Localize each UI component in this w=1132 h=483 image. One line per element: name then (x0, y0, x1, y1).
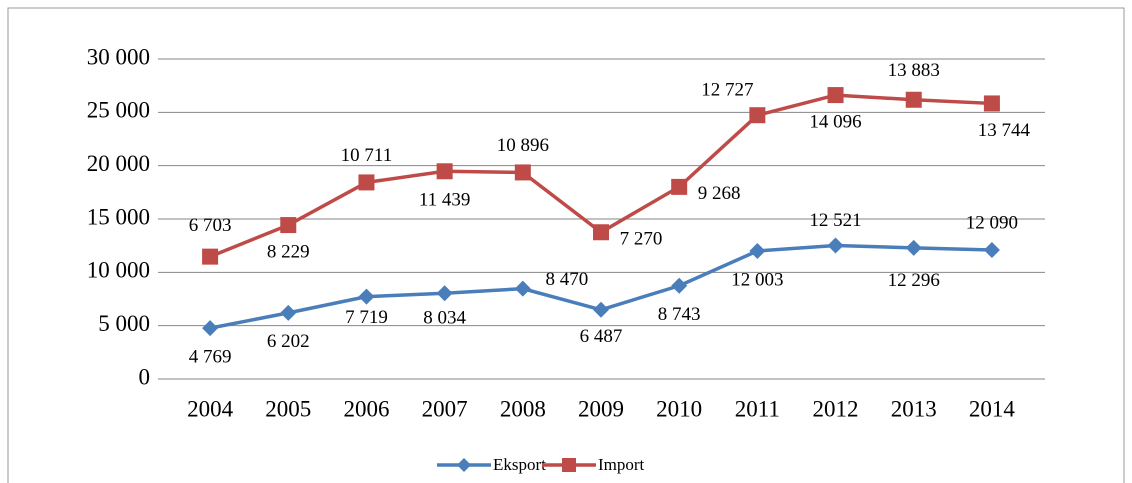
value-label: 10 711 (341, 145, 393, 166)
point (905, 91, 922, 108)
value-label: 12 727 (701, 80, 753, 101)
value-label: 6 703 (189, 215, 232, 236)
point (827, 87, 844, 104)
x-tick-label: 2005 (265, 396, 311, 421)
value-label: 8 470 (545, 269, 588, 290)
value-label: 13 744 (978, 120, 1031, 141)
point (593, 301, 609, 318)
point (436, 163, 453, 180)
point (202, 320, 219, 337)
value-label: 9 268 (698, 183, 741, 204)
x-tick-label: 2012 (813, 396, 859, 421)
value-label: 11 439 (419, 190, 471, 211)
point (436, 285, 453, 302)
frame (7, 7, 1125, 483)
value-label: 13 883 (888, 60, 940, 81)
value-label: 4 769 (189, 346, 232, 367)
point (905, 239, 922, 256)
point (983, 95, 1000, 112)
value-label: 7 719 (345, 307, 388, 328)
value-label: 8 229 (267, 241, 310, 262)
x-tick-label: 2013 (891, 396, 937, 421)
point (280, 217, 297, 234)
x-tick-label: 2008 (500, 396, 546, 421)
point (358, 288, 375, 305)
value-label: 7 270 (620, 229, 663, 250)
point (514, 280, 531, 297)
point (280, 304, 297, 321)
y-tick-label: 25 000 (87, 98, 150, 123)
y-tick-label: 15 000 (87, 204, 150, 229)
legend-label: Eksport (493, 455, 546, 474)
x-tick-label: 2014 (969, 396, 1016, 421)
point (827, 237, 844, 254)
point (749, 242, 766, 259)
value-label: 10 896 (497, 135, 549, 156)
point (202, 248, 219, 265)
x-tick-label: 2006 (343, 396, 389, 421)
value-label: 8 743 (658, 304, 701, 325)
point (671, 277, 688, 294)
point (593, 224, 609, 241)
y-tick-label: 30 000 (87, 44, 150, 69)
value-label: 6 487 (580, 326, 623, 347)
point (514, 164, 531, 181)
legend-marker (562, 458, 576, 472)
x-tick-label: 2010 (656, 396, 702, 421)
y-tick-label: 10 000 (87, 258, 150, 283)
point (983, 242, 1000, 259)
value-label: 12 090 (966, 212, 1018, 233)
value-label: 12 296 (888, 270, 940, 291)
value-label: 14 096 (809, 111, 861, 132)
point (671, 178, 688, 195)
value-label: 12 521 (809, 210, 861, 231)
x-tick-label: 2009 (578, 396, 624, 421)
point (358, 174, 375, 191)
y-tick-label: 20 000 (87, 151, 150, 176)
y-tick-label: 0 (139, 364, 151, 389)
value-label: 6 202 (267, 331, 310, 352)
y-tick-label: 5 000 (98, 311, 150, 336)
legend-marker (457, 458, 471, 472)
value-label: 8 034 (423, 308, 466, 329)
x-tick-label: 2007 (422, 396, 468, 421)
point (749, 107, 766, 124)
x-tick-label: 2011 (735, 396, 780, 421)
x-tick-label: 2004 (187, 396, 234, 421)
value-label: 12 003 (731, 269, 783, 290)
legend-label: Import (598, 455, 645, 474)
